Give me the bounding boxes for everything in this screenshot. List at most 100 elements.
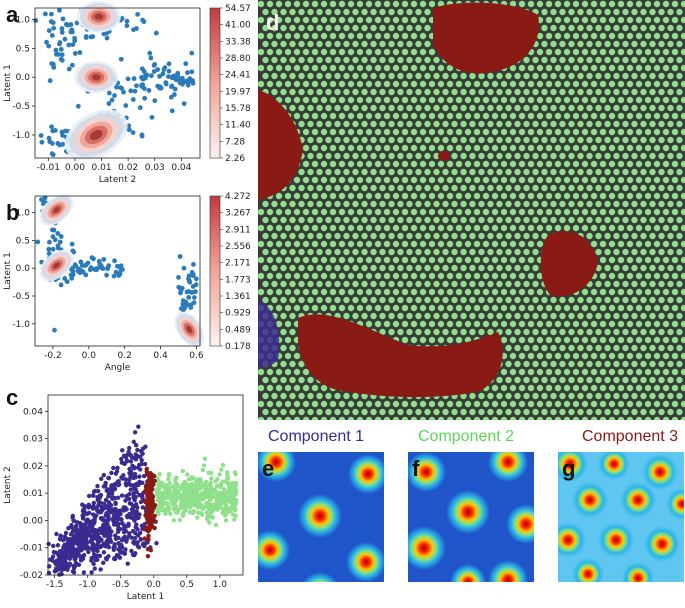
atom-marker [302,112,310,120]
atom-marker [275,16,283,24]
atom-marker [572,144,580,152]
atom-marker [329,128,337,136]
heatmap-peak [408,452,446,492]
atom-marker [329,16,337,24]
heatmap-peak [446,490,490,534]
atom-marker [298,24,305,32]
atom-marker [379,216,386,224]
atom-marker [266,208,274,216]
x-tick-label: 0.4 [153,351,168,361]
atom-marker [536,336,544,344]
scatter-point [86,505,91,510]
atom-marker [343,408,350,416]
atom-marker [469,328,476,336]
atom-marker [644,288,652,296]
atom-marker [658,40,665,48]
scatter-point [81,539,87,544]
atom-marker [680,320,685,328]
atom-marker [388,408,395,416]
atom-marker [554,176,562,184]
atom-marker [518,256,526,264]
scatter-point [165,501,170,506]
atom-marker [626,240,634,248]
atom-marker [527,208,535,216]
atom-marker [622,168,629,176]
atom-marker [572,128,580,136]
atom-marker [676,376,683,384]
atom-marker [388,248,395,256]
atom-marker [550,184,557,192]
atom-marker [644,160,652,168]
atom-marker [581,368,589,376]
x-tick-label: -1.0 [79,580,97,590]
atom-marker [379,120,386,128]
atom-marker [293,400,301,408]
atom-marker [460,264,467,272]
x-axis-label: Latent 1 [127,592,164,602]
atom-marker [514,296,521,304]
atom-marker [658,344,665,352]
scatter-point [127,466,132,472]
atom-marker [622,40,629,48]
atom-marker [568,312,575,320]
atom-marker [577,376,584,384]
scatter-point [111,273,117,279]
heatmap-peak [488,560,528,582]
atom-marker [509,160,517,168]
atom-marker [325,168,332,176]
atom-marker [644,32,652,40]
atom-marker [631,312,638,320]
atom-marker [338,128,346,136]
atom-marker [307,376,314,384]
atom-marker [442,232,449,240]
atom-marker [581,0,589,8]
atom-marker [617,224,625,232]
atom-marker [320,160,328,168]
atom-marker [437,336,445,344]
atom-marker [428,240,436,248]
scatter-point [101,31,107,37]
atom-marker [361,200,368,208]
atom-marker [262,8,269,16]
scatter-point [147,527,152,533]
atom-marker [667,200,674,208]
atom-marker [343,200,350,208]
scatter-point [81,570,87,575]
scatter-point [172,86,178,92]
atom-marker [316,104,323,112]
scatter-point [219,467,224,472]
colorbar-tick-label: 2.171 [225,259,251,269]
atom-marker [298,232,305,240]
atom-marker [329,80,337,88]
atom-marker [608,272,616,280]
atom-marker [311,16,319,24]
atom-marker [316,8,323,16]
atom-marker [401,96,409,104]
y-tick-label: -0.02 [20,571,43,581]
atom-marker [599,240,607,248]
scatter-point [58,282,64,288]
atom-marker [392,304,400,312]
atom-marker [577,296,584,304]
atom-marker [554,336,562,344]
panel-g-label: g [562,456,576,481]
atom-marker [577,72,584,80]
atom-marker [505,120,512,128]
atom-marker [347,112,355,120]
atom-marker [509,64,517,72]
atom-marker [622,376,629,384]
atom-marker [482,224,490,232]
atom-marker [563,112,571,120]
scatter-point [104,488,109,493]
atom-marker [662,352,670,360]
atom-marker [280,312,287,320]
atom-marker [316,168,323,176]
atom-marker [608,112,616,120]
scatter-point [111,495,117,501]
atom-marker [640,344,647,352]
atom-marker [649,200,656,208]
atom-marker [338,208,346,216]
scatter-point [181,265,187,271]
atom-marker [478,88,485,96]
atom-marker [536,352,544,360]
